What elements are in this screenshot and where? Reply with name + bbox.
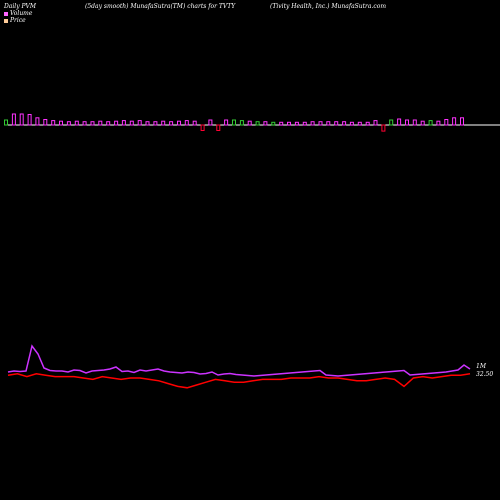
volume-bar bbox=[247, 120, 252, 126]
volume-bar bbox=[161, 120, 166, 126]
volume-bar bbox=[114, 120, 119, 126]
volume-bar bbox=[177, 120, 181, 126]
volume-bar bbox=[19, 113, 24, 126]
volume-bar bbox=[208, 119, 213, 126]
volume-bar bbox=[106, 121, 111, 126]
volume-bar bbox=[334, 121, 339, 126]
volume-bar bbox=[381, 124, 386, 132]
volume-bar bbox=[279, 121, 284, 126]
volume-bar bbox=[405, 119, 409, 126]
volume-bar bbox=[452, 117, 457, 126]
volume-bar bbox=[200, 124, 205, 131]
volume-bar bbox=[239, 120, 244, 126]
header-right: (Tivity Health, Inc.) MunafaSutra.com bbox=[270, 3, 387, 10]
volume-line bbox=[7, 344, 471, 377]
volume-bar bbox=[74, 120, 79, 126]
volume-bar bbox=[169, 121, 174, 126]
volume-bar bbox=[11, 113, 16, 126]
volume-bars bbox=[4, 113, 464, 132]
volume-bar bbox=[460, 117, 464, 126]
volume-bar bbox=[90, 121, 95, 126]
volume-unit-label: 1M bbox=[476, 363, 486, 370]
volume-bar bbox=[436, 120, 441, 126]
volume-bar bbox=[255, 121, 260, 126]
volume-bar bbox=[302, 121, 307, 126]
volume-bar bbox=[59, 120, 63, 126]
legend-label-price: Price bbox=[10, 17, 26, 24]
volume-bar bbox=[27, 114, 32, 126]
price-line bbox=[7, 373, 471, 389]
volume-bar bbox=[428, 120, 433, 126]
volume-bar bbox=[294, 121, 299, 126]
volume-bar bbox=[373, 120, 378, 126]
volume-bar bbox=[51, 120, 56, 126]
volume-bar bbox=[389, 119, 394, 126]
volume-bar bbox=[357, 121, 362, 126]
volume-bar bbox=[145, 121, 150, 126]
volume-bar bbox=[121, 120, 126, 126]
volume-bar bbox=[349, 121, 354, 126]
legend-item-price: Price bbox=[4, 17, 26, 24]
volume-bar bbox=[216, 124, 221, 131]
volume-bar bbox=[224, 119, 229, 126]
volume-bar bbox=[263, 121, 268, 126]
volume-bar bbox=[82, 121, 87, 126]
volume-bar bbox=[98, 120, 103, 126]
volume-bar bbox=[420, 120, 425, 126]
volume-bar bbox=[271, 121, 276, 126]
volume-bar bbox=[287, 121, 291, 126]
volume-bar bbox=[129, 120, 134, 126]
volume-bar bbox=[137, 120, 142, 126]
volume-bar bbox=[4, 119, 8, 126]
volume-bar bbox=[310, 121, 315, 126]
legend-swatch-price bbox=[4, 18, 8, 23]
volume-bar bbox=[365, 121, 370, 126]
volume-bar bbox=[342, 121, 347, 126]
volume-bar bbox=[153, 121, 158, 126]
volume-bar bbox=[184, 120, 189, 126]
volume-bar bbox=[412, 119, 417, 126]
volume-bar bbox=[326, 121, 331, 126]
legend-swatch-volume bbox=[4, 11, 8, 16]
volume-bar bbox=[66, 121, 71, 126]
volume-bar bbox=[444, 119, 449, 126]
legend-item-volume: Volume bbox=[4, 10, 32, 17]
header-left: Daily PVM bbox=[4, 3, 37, 10]
last-price-label: 32.50 bbox=[476, 371, 494, 378]
volume-bar bbox=[232, 119, 236, 126]
volume-bar bbox=[43, 119, 48, 126]
volume-bar bbox=[318, 121, 323, 126]
volume-bar bbox=[397, 118, 402, 126]
legend-label-volume: Volume bbox=[10, 10, 33, 17]
volume-bar bbox=[35, 117, 40, 126]
volume-bar bbox=[192, 120, 197, 126]
header-title: (5day smooth) MunafaSutra(TM) charts for… bbox=[85, 3, 236, 10]
